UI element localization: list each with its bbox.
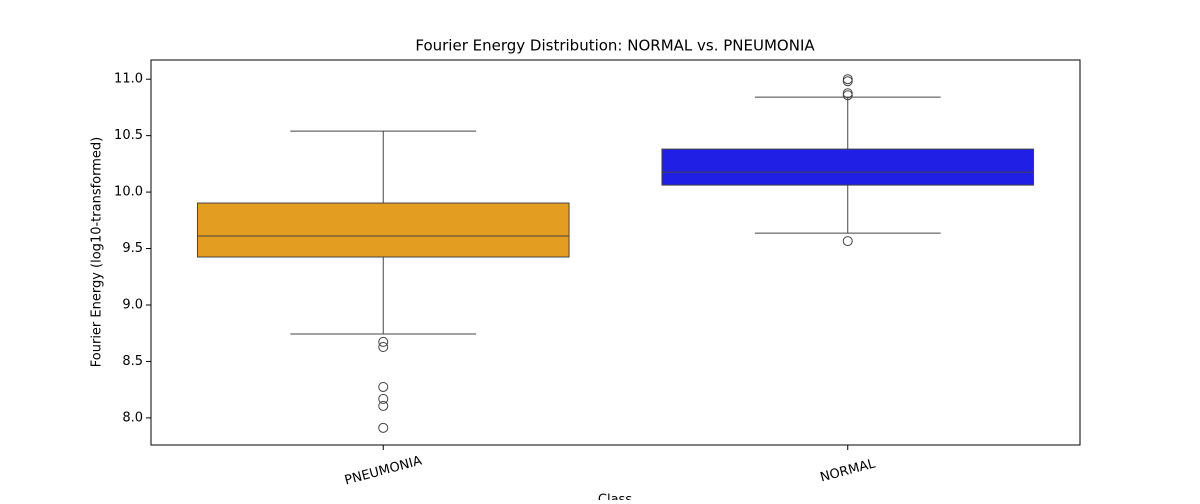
outlier [842,236,853,247]
outlier [378,393,389,404]
y-tick-label: 9.5 [122,241,143,256]
x-tick-label: NORMAL [819,456,878,485]
x-axis-label: Class [598,493,632,501]
outlier [378,342,389,352]
box [196,202,570,258]
box [661,148,1035,186]
outlier [842,76,853,87]
y-axis-label: Fourier Energy (log10-transformed) [90,137,105,367]
y-tick-label: 8.5 [122,354,143,369]
outlier [842,90,853,101]
outlier [842,88,853,99]
y-tick-label: 10.5 [114,128,143,143]
outlier [378,336,389,347]
chart-title: Fourier Energy Distribution: NORMAL vs. … [415,37,815,55]
y-tick-label: 8.0 [122,410,143,425]
plot-frame [150,59,1081,446]
outlier [378,422,389,433]
outlier [378,400,389,411]
outlier [842,74,853,85]
x-tick-label: PNEUMONIA [343,453,423,488]
y-tick-label: 10.0 [114,185,143,200]
y-tick-label: 9.0 [122,298,143,313]
y-tick-label: 11.0 [114,72,143,87]
outlier [378,381,389,392]
